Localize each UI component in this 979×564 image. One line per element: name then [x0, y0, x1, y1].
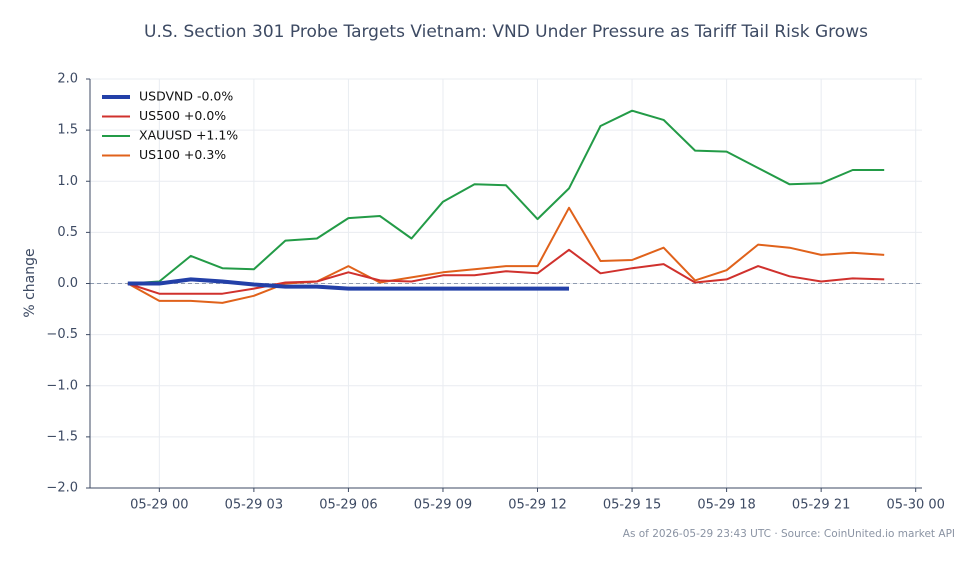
x-tick-label: 05-29 00 — [130, 498, 188, 513]
legend-label: XAUUSD +1.1% — [139, 128, 238, 143]
y-tick-label: −1.0 — [46, 378, 78, 393]
x-tick-label: 05-29 21 — [792, 498, 850, 513]
legend-label: USDVND -0.0% — [139, 89, 233, 104]
series-line — [127, 248, 885, 295]
legend-label: US500 +0.0% — [139, 108, 226, 123]
y-tick-label: −1.5 — [46, 429, 78, 444]
series-line — [127, 109, 885, 285]
footnote: As of 2026-05-29 23:43 UTC · Source: Coi… — [623, 528, 955, 540]
x-tick-label: 05-29 09 — [414, 498, 472, 513]
y-tick-label: 0.0 — [57, 276, 78, 291]
chart-title: U.S. Section 301 Probe Targets Vietnam: … — [144, 22, 868, 42]
y-tick-label: 2.0 — [57, 72, 78, 87]
x-tick-label: 05-29 18 — [697, 498, 755, 513]
x-tick-label: 05-29 15 — [603, 498, 661, 513]
y-axis-label: % change — [22, 248, 38, 317]
x-tick-label: 05-29 12 — [508, 498, 566, 513]
y-tick-label: 0.5 — [57, 225, 78, 240]
y-tick-label: 1.0 — [57, 174, 78, 189]
series-line — [127, 277, 569, 291]
y-tick-label: 1.5 — [57, 123, 78, 138]
y-tick-label: −0.5 — [46, 327, 78, 342]
y-tick-label: −2.0 — [46, 481, 78, 496]
x-tick-label: 05-29 06 — [319, 498, 377, 513]
legend-label: US100 +0.3% — [139, 147, 226, 162]
x-tick-label: 05-30 00 — [886, 498, 944, 513]
series-line — [127, 206, 885, 304]
x-tick-label: 05-29 03 — [225, 498, 283, 513]
